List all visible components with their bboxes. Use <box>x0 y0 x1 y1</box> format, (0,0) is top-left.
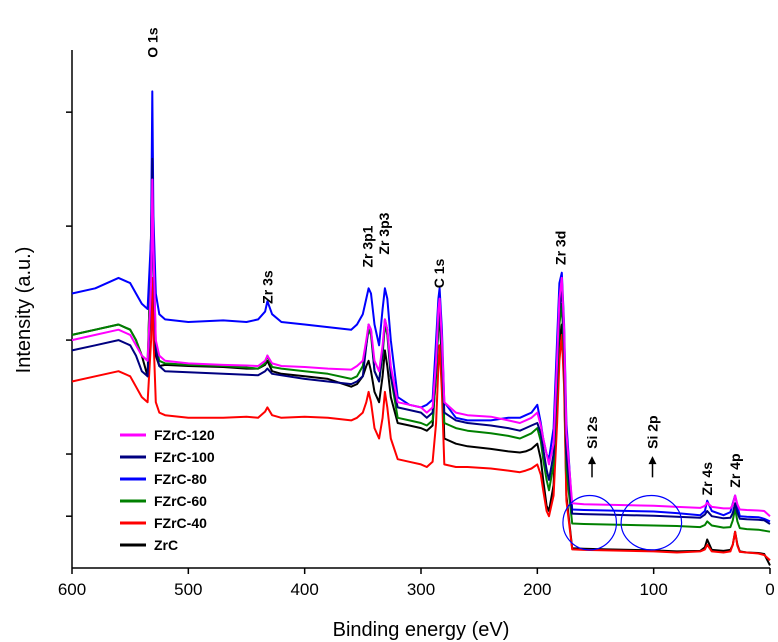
series-line-fzrc-40 <box>71 276 771 561</box>
x-tick-label: 500 <box>174 580 202 599</box>
annotation-ellipse <box>620 494 683 551</box>
x-tick-label: 600 <box>58 580 86 599</box>
peak-labels: O 1s Zr 3s Zr 3p1 Zr 3p3 C 1s Zr 3d Zr 4s Zr 4p <box>144 27 743 495</box>
x-tick-label: 200 <box>523 580 551 599</box>
x-tick-label: 400 <box>290 580 318 599</box>
peak-label: O 1s <box>144 27 160 58</box>
legend-label: FZrC-100 <box>154 449 215 465</box>
arrow-head <box>588 456 597 465</box>
legend-label: FZrC-80 <box>154 471 207 487</box>
series-line-fzrc-120 <box>71 178 771 517</box>
y-axis-title: Intensity (a.u.) <box>13 247 35 374</box>
peak-label: Zr 3p3 <box>376 212 392 254</box>
legend-label: ZrC <box>154 537 178 553</box>
peak-label: Zr 4s <box>699 462 715 496</box>
peak-label: Zr 3s <box>259 270 275 304</box>
annotation-ellipse <box>562 494 618 551</box>
y-ticks <box>66 111 72 517</box>
series-line-fzrc-80 <box>71 90 771 523</box>
legend-label: FZrC-40 <box>154 515 207 531</box>
legend: FZrC-120 FZrC-100 FZrC-80 FZrC-60 FZrC-40 ZrC <box>120 427 215 553</box>
x-axis-title: Binding energy (eV) <box>333 619 510 641</box>
x-tick-label: 100 <box>639 580 667 599</box>
annotation-label: Si 2p <box>645 415 661 448</box>
legend-label: FZrC-120 <box>154 427 215 443</box>
x-tick-label: 0 <box>765 580 774 599</box>
x-tick-label: 300 <box>407 580 435 599</box>
peak-label: C 1s <box>431 258 447 288</box>
arrow-head <box>648 456 657 465</box>
legend-label: FZrC-60 <box>154 493 207 509</box>
axes: 600 500 400 300 200 100 0 <box>58 50 775 599</box>
annotation-label: Si 2s <box>584 416 600 449</box>
peak-label: Zr 4p <box>727 453 743 487</box>
series-layer <box>71 90 771 566</box>
peak-label: Zr 3p1 <box>359 225 375 267</box>
peak-label: Zr 3d <box>553 231 569 265</box>
annotation-layer: Si 2s Si 2p <box>562 415 683 551</box>
x-ticks: 600 500 400 300 200 100 0 <box>58 568 775 599</box>
series-line-fzrc-100 <box>71 157 771 525</box>
